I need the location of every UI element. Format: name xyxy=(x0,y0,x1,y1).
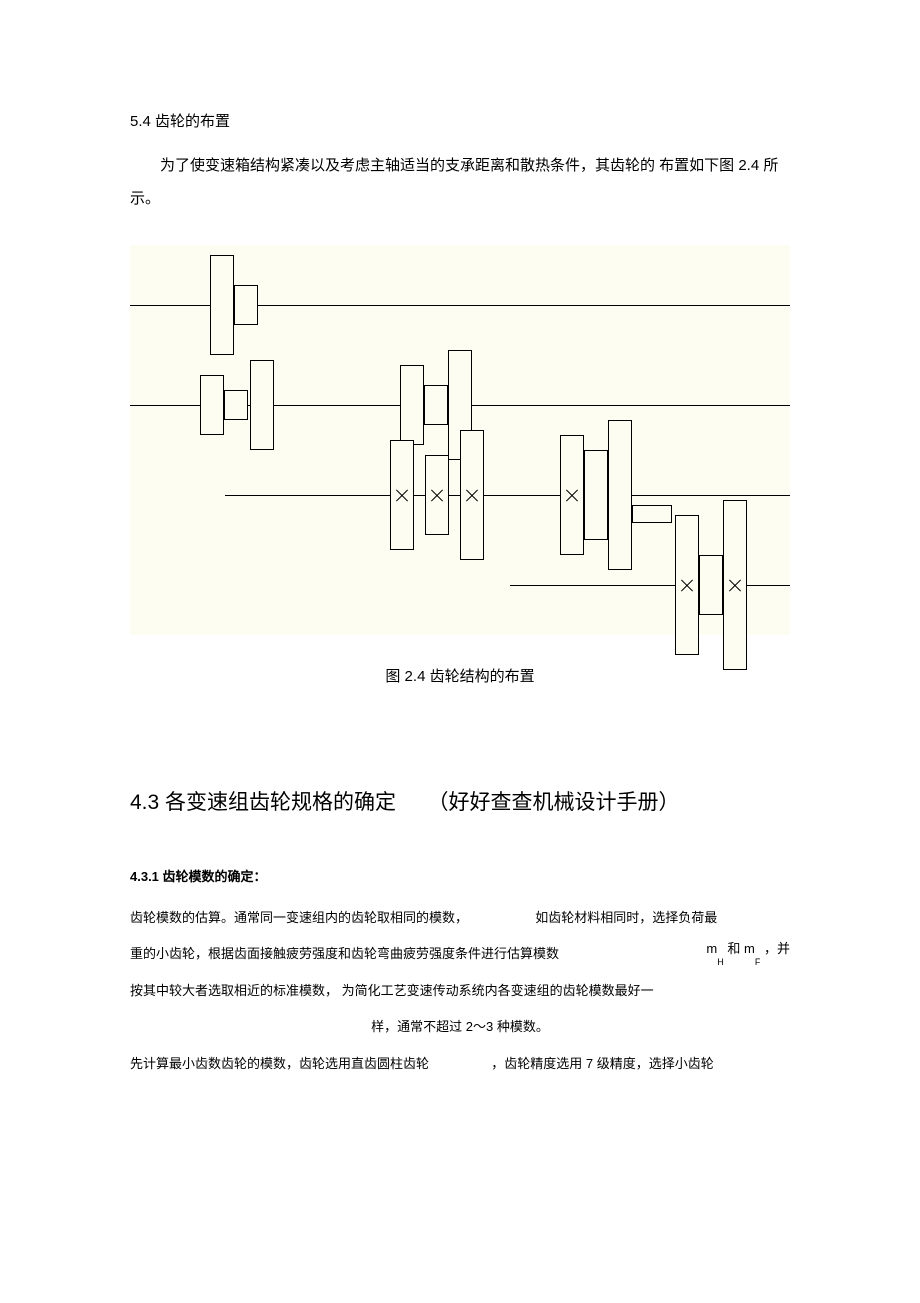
gear-block xyxy=(608,420,632,570)
gear-block xyxy=(200,375,224,435)
shaft-line xyxy=(510,585,790,586)
p1-left: 齿轮模数的估算。通常同一变速组内的齿轮取相同的模数， xyxy=(130,910,468,925)
gear-block xyxy=(424,385,448,425)
bearing-mark xyxy=(394,487,410,503)
gear-block xyxy=(584,450,608,540)
p4-left: 先计算最小齿数齿轮的模数，齿轮选用直齿圆柱齿轮 xyxy=(130,1056,429,1071)
gear-block xyxy=(224,390,248,420)
body-text-content: 为了使变速箱结构紧凑以及考虑主轴适当的支承距离和散热条件，其齿轮的 布置如下图 … xyxy=(130,157,778,207)
body-paragraph: 为了使变速箱结构紧凑以及考虑主轴适当的支承距离和散热条件，其齿轮的 布置如下图 … xyxy=(130,149,790,215)
p4-right: ，齿轮精度选用 7 级精度，选择小齿轮 xyxy=(491,1056,713,1071)
bearing-mark xyxy=(564,487,580,503)
heading-4-3: 4.3 各变速组齿轮规格的确定 （好好查查机械设计手册） xyxy=(130,786,790,816)
paragraph-3b: 样，通常不超过 2～3 种模数。 xyxy=(130,1009,790,1045)
gear-block xyxy=(699,555,723,615)
subheading-4-3-1: 4.3.1 齿轮模数的确定： xyxy=(130,866,790,885)
gear-block xyxy=(400,365,424,445)
m2: m xyxy=(744,941,755,956)
section-title-5-4: 5.4 齿轮的布置 xyxy=(130,110,790,131)
bearing-mark xyxy=(429,487,445,503)
paragraph-2: 重的小齿轮，根据齿面接触疲劳强度和齿轮弯曲疲劳强度条件进行估算模数 mH 和 m… xyxy=(130,936,790,972)
figure-caption: 图 2.4 齿轮结构的布置 xyxy=(130,665,790,686)
m1: m xyxy=(706,941,717,956)
gear-block xyxy=(632,505,672,523)
sub-h: H xyxy=(717,957,724,967)
paragraph-4: 先计算最小齿数齿轮的模数，齿轮选用直齿圆柱齿轮 ，齿轮精度选用 7 级精度，选择… xyxy=(130,1046,790,1082)
gear-block xyxy=(234,285,258,325)
formula: mH 和 mF ，并 xyxy=(706,931,790,967)
shaft-line xyxy=(225,495,790,496)
bearing-mark xyxy=(464,487,480,503)
gear-block xyxy=(210,255,234,355)
tail: ，并 xyxy=(764,941,790,956)
p2-text: 重的小齿轮，根据齿面接触疲劳强度和齿轮弯曲疲劳强度条件进行估算模数 xyxy=(130,946,559,961)
and: 和 xyxy=(727,941,740,956)
gear-layout-diagram xyxy=(130,245,790,635)
gear-block xyxy=(250,360,274,450)
p1-right: 如齿轮材料相同时，选择负荷最 xyxy=(535,910,717,925)
bearing-mark xyxy=(679,577,695,593)
paragraph-1: 齿轮模数的估算。通常同一变速组内的齿轮取相同的模数， 如齿轮材料相同时，选择负荷… xyxy=(130,900,790,936)
bearing-mark xyxy=(727,577,743,593)
paragraph-3: 按其中较大者选取相近的标准模数， 为简化工艺变速传动系统内各变速组的齿轮模数最好… xyxy=(130,973,790,1009)
sub-f: F xyxy=(755,957,761,967)
